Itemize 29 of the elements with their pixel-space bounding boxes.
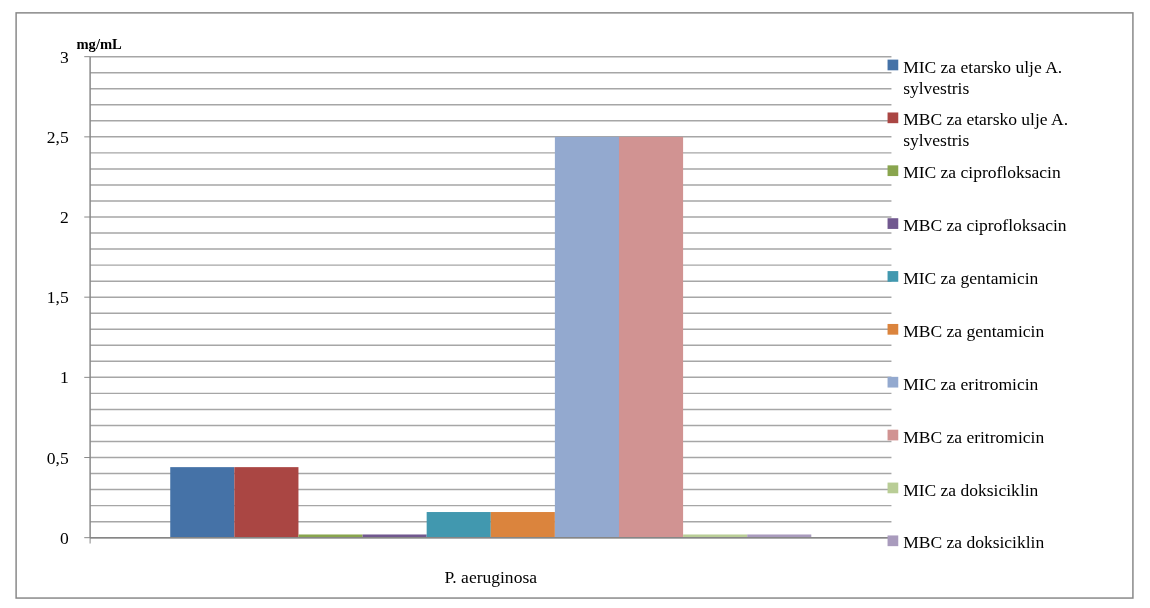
bar xyxy=(170,467,235,538)
y-tick-label: 1 xyxy=(59,367,69,388)
bar xyxy=(554,136,619,538)
legend-label: MBC za etarsko ulje A. sylvestris xyxy=(903,109,1069,151)
y-tick-label: 2,5 xyxy=(46,126,69,147)
legend-label: MIC za ciprofloksacin xyxy=(903,162,1061,183)
legend-label: MBC za doksiciklin xyxy=(903,532,1045,553)
legend-label: MBC za gentamicin xyxy=(903,320,1045,341)
legend-label: MIC za eritromicin xyxy=(903,373,1039,394)
bar xyxy=(747,534,812,538)
legend-label: MIC za gentamicin xyxy=(903,268,1039,289)
bar xyxy=(426,512,491,538)
y-tick-label: 0 xyxy=(59,527,69,548)
legend-label: MIC za etarsko ulje A. sylvestris xyxy=(903,56,1063,98)
y-tick-label: 2 xyxy=(59,207,69,228)
bar xyxy=(618,136,684,538)
y-tick-label: 1,5 xyxy=(46,287,69,308)
bar xyxy=(683,534,748,538)
legend-label: MBC za ciprofloksacin xyxy=(903,215,1067,236)
bar xyxy=(234,467,299,538)
y-tick-label: 0,5 xyxy=(46,447,69,468)
legend-label: MBC za eritromicin xyxy=(903,426,1045,447)
x-tick-label: P. aeruginosa xyxy=(444,567,538,588)
legend-label: MIC za doksiciklin xyxy=(903,479,1039,500)
bar xyxy=(490,512,555,538)
y-axis-title: mg/mL xyxy=(76,35,123,52)
bar xyxy=(362,534,427,538)
bar xyxy=(298,534,363,538)
y-tick-label: 3 xyxy=(59,46,69,67)
